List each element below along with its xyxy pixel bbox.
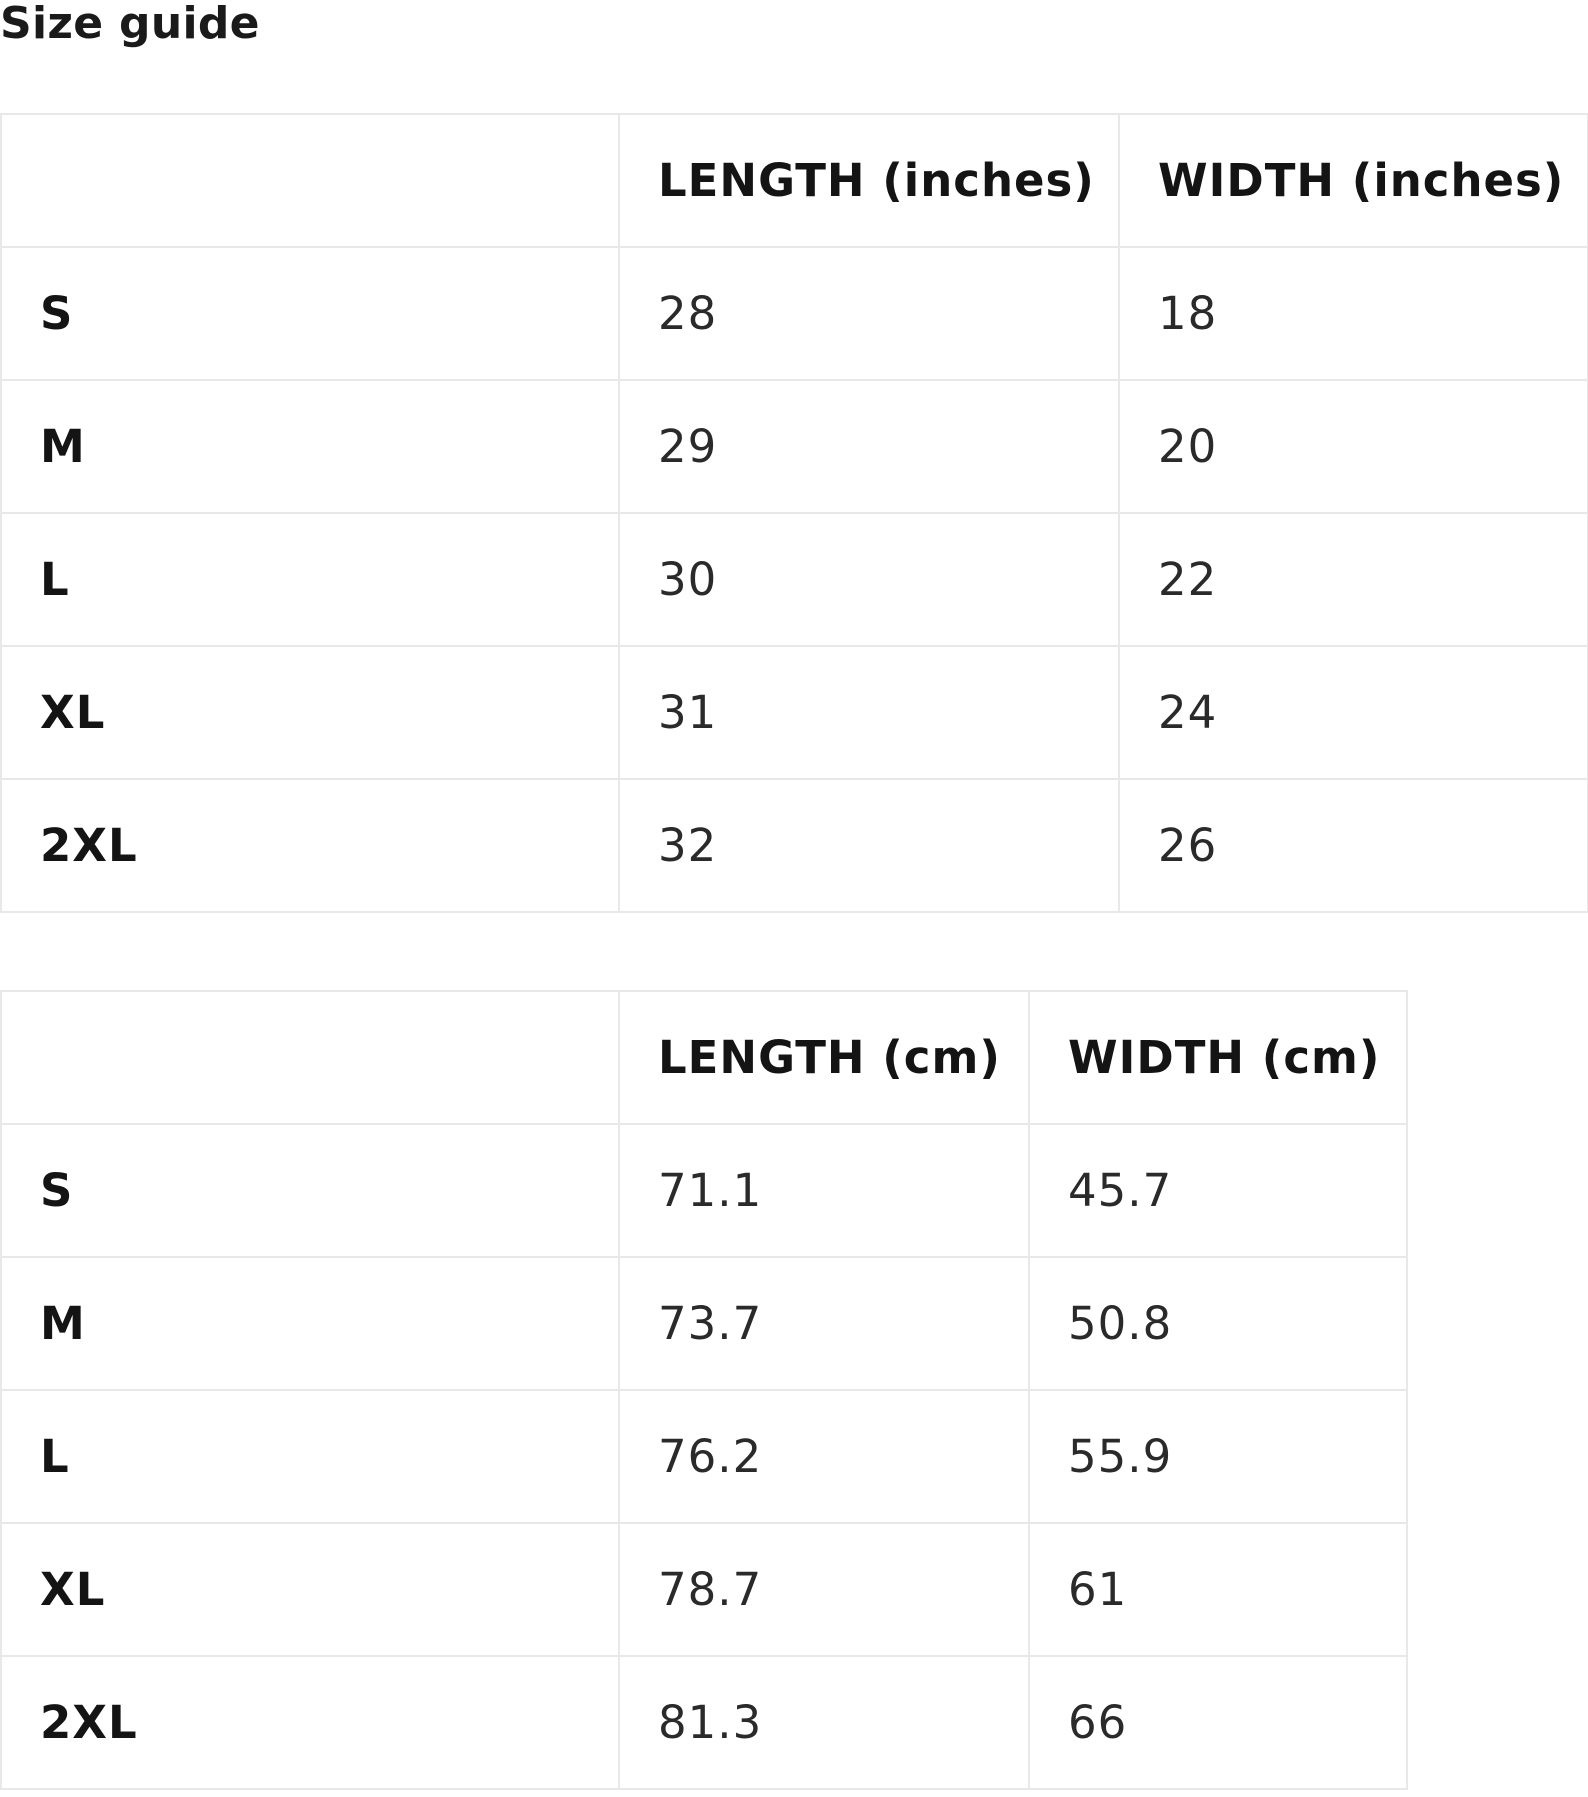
table-row: XL 78.7 61 xyxy=(0,1522,1408,1657)
table-row: S 71.1 45.7 xyxy=(0,1123,1408,1258)
table-header-row: LENGTH (cm) WIDTH (cm) xyxy=(0,990,1408,1125)
table-row: L 76.2 55.9 xyxy=(0,1389,1408,1524)
table-row: 2XL 32 26 xyxy=(0,778,1588,913)
size-cell: M xyxy=(0,379,620,514)
header-cell-length: LENGTH (inches) xyxy=(618,113,1120,248)
size-cell: S xyxy=(0,1123,620,1258)
length-cell: 31 xyxy=(618,645,1120,780)
width-cell: 20 xyxy=(1118,379,1588,514)
size-cell: M xyxy=(0,1256,620,1391)
length-cell: 71.1 xyxy=(618,1123,1030,1258)
size-cell: 2XL xyxy=(0,778,620,913)
length-cell: 28 xyxy=(618,246,1120,381)
length-cell: 76.2 xyxy=(618,1389,1030,1524)
size-cell: L xyxy=(0,512,620,647)
header-cell-length: LENGTH (cm) xyxy=(618,990,1030,1125)
size-table-cm: LENGTH (cm) WIDTH (cm) S 71.1 45.7 M 73.… xyxy=(0,990,1408,1790)
size-cell: XL xyxy=(0,645,620,780)
table-row: L 30 22 xyxy=(0,512,1588,647)
table-row: S 28 18 xyxy=(0,246,1588,381)
length-cell: 32 xyxy=(618,778,1120,913)
header-cell-width: WIDTH (inches) xyxy=(1118,113,1588,248)
length-cell: 73.7 xyxy=(618,1256,1030,1391)
header-cell-size xyxy=(0,990,620,1125)
page-title: Size guide xyxy=(0,0,260,49)
width-cell: 50.8 xyxy=(1028,1256,1408,1391)
size-cell: 2XL xyxy=(0,1655,620,1790)
length-cell: 30 xyxy=(618,512,1120,647)
header-cell-size xyxy=(0,113,620,248)
width-cell: 22 xyxy=(1118,512,1588,647)
size-cell: XL xyxy=(0,1522,620,1657)
table-row: XL 31 24 xyxy=(0,645,1588,780)
width-cell: 55.9 xyxy=(1028,1389,1408,1524)
size-cell: S xyxy=(0,246,620,381)
table-row: 2XL 81.3 66 xyxy=(0,1655,1408,1790)
width-cell: 18 xyxy=(1118,246,1588,381)
size-table-inches: LENGTH (inches) WIDTH (inches) S 28 18 M… xyxy=(0,113,1588,913)
length-cell: 29 xyxy=(618,379,1120,514)
width-cell: 61 xyxy=(1028,1522,1408,1657)
length-cell: 78.7 xyxy=(618,1522,1030,1657)
table-row: M 73.7 50.8 xyxy=(0,1256,1408,1391)
table-row: M 29 20 xyxy=(0,379,1588,514)
width-cell: 45.7 xyxy=(1028,1123,1408,1258)
width-cell: 66 xyxy=(1028,1655,1408,1790)
width-cell: 24 xyxy=(1118,645,1588,780)
length-cell: 81.3 xyxy=(618,1655,1030,1790)
size-cell: L xyxy=(0,1389,620,1524)
width-cell: 26 xyxy=(1118,778,1588,913)
table-header-row: LENGTH (inches) WIDTH (inches) xyxy=(0,113,1588,248)
header-cell-width: WIDTH (cm) xyxy=(1028,990,1408,1125)
